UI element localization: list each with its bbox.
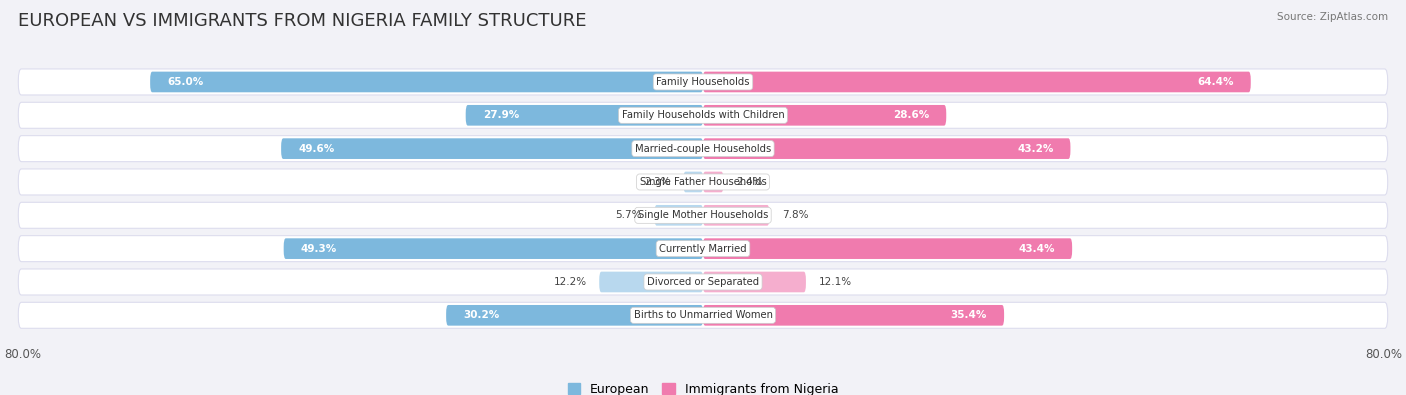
Text: Single Father Households: Single Father Households [640, 177, 766, 187]
FancyBboxPatch shape [18, 135, 1388, 162]
Text: 2.4%: 2.4% [737, 177, 762, 187]
FancyBboxPatch shape [703, 305, 1004, 325]
Text: 35.4%: 35.4% [950, 310, 987, 320]
Legend: European, Immigrants from Nigeria: European, Immigrants from Nigeria [562, 378, 844, 395]
Text: Currently Married: Currently Married [659, 244, 747, 254]
FancyBboxPatch shape [284, 238, 703, 259]
Text: Family Households with Children: Family Households with Children [621, 110, 785, 120]
Text: 5.7%: 5.7% [616, 210, 641, 220]
FancyBboxPatch shape [446, 305, 703, 325]
Text: 27.9%: 27.9% [482, 110, 519, 120]
Text: EUROPEAN VS IMMIGRANTS FROM NIGERIA FAMILY STRUCTURE: EUROPEAN VS IMMIGRANTS FROM NIGERIA FAMI… [18, 12, 586, 30]
FancyBboxPatch shape [703, 71, 1251, 92]
FancyBboxPatch shape [703, 138, 1070, 159]
Text: 28.6%: 28.6% [893, 110, 929, 120]
Text: 12.1%: 12.1% [818, 277, 852, 287]
Text: 43.2%: 43.2% [1017, 144, 1053, 154]
Text: 49.3%: 49.3% [301, 244, 337, 254]
FancyBboxPatch shape [18, 269, 1388, 295]
Text: 2.3%: 2.3% [644, 177, 671, 187]
FancyBboxPatch shape [18, 69, 1388, 95]
FancyBboxPatch shape [703, 105, 946, 126]
FancyBboxPatch shape [703, 272, 806, 292]
FancyBboxPatch shape [18, 302, 1388, 328]
Text: 49.6%: 49.6% [298, 144, 335, 154]
FancyBboxPatch shape [18, 202, 1388, 228]
FancyBboxPatch shape [703, 205, 769, 226]
Text: Source: ZipAtlas.com: Source: ZipAtlas.com [1277, 12, 1388, 22]
FancyBboxPatch shape [655, 205, 703, 226]
Text: 64.4%: 64.4% [1198, 77, 1233, 87]
Text: 65.0%: 65.0% [167, 77, 204, 87]
FancyBboxPatch shape [18, 236, 1388, 261]
Text: 43.4%: 43.4% [1018, 244, 1054, 254]
FancyBboxPatch shape [703, 172, 724, 192]
FancyBboxPatch shape [281, 138, 703, 159]
FancyBboxPatch shape [18, 169, 1388, 195]
FancyBboxPatch shape [150, 71, 703, 92]
Text: Married-couple Households: Married-couple Households [636, 144, 770, 154]
FancyBboxPatch shape [18, 102, 1388, 128]
Text: Divorced or Separated: Divorced or Separated [647, 277, 759, 287]
Text: Single Mother Households: Single Mother Households [638, 210, 768, 220]
Text: 12.2%: 12.2% [554, 277, 586, 287]
FancyBboxPatch shape [465, 105, 703, 126]
FancyBboxPatch shape [599, 272, 703, 292]
Text: 30.2%: 30.2% [463, 310, 499, 320]
FancyBboxPatch shape [703, 238, 1073, 259]
Text: Births to Unmarried Women: Births to Unmarried Women [634, 310, 772, 320]
Text: Family Households: Family Households [657, 77, 749, 87]
FancyBboxPatch shape [683, 172, 703, 192]
Text: 7.8%: 7.8% [782, 210, 808, 220]
